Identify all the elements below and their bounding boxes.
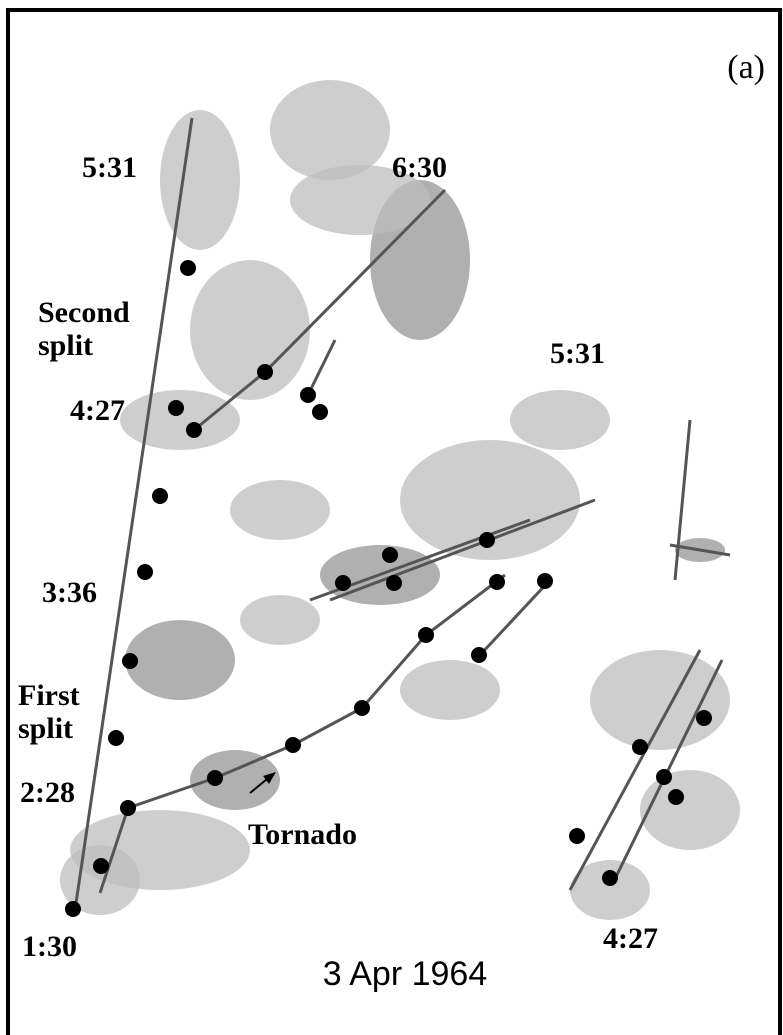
storm-position xyxy=(93,858,109,874)
echo xyxy=(120,390,240,450)
echo xyxy=(640,770,740,850)
echo xyxy=(400,440,580,560)
echo xyxy=(60,845,140,915)
time-label: 5:31 xyxy=(82,151,137,184)
storm-position xyxy=(137,564,153,580)
echo xyxy=(510,390,610,450)
track xyxy=(478,578,552,657)
caption: 3 Apr 1964 xyxy=(323,955,487,993)
track xyxy=(329,498,596,602)
echo xyxy=(160,110,240,250)
echo xyxy=(125,620,235,700)
event-label: First split xyxy=(18,679,80,745)
time-label: 4:27 xyxy=(603,922,658,955)
time-label: 4:27 xyxy=(70,394,125,427)
storm-position xyxy=(418,627,434,643)
storm-position xyxy=(479,532,495,548)
echo xyxy=(270,80,390,180)
track xyxy=(568,649,702,891)
echo xyxy=(570,860,650,920)
storm-position xyxy=(569,828,585,844)
track xyxy=(73,117,194,911)
storm-position xyxy=(122,653,138,669)
echo-areas xyxy=(60,80,740,920)
storm-position xyxy=(207,770,223,786)
echo xyxy=(240,595,320,645)
event-label: Second split xyxy=(38,296,130,362)
storm-position xyxy=(354,700,370,716)
storm-position xyxy=(257,364,273,380)
storm-position xyxy=(312,404,328,420)
storm-position xyxy=(537,573,553,589)
echo xyxy=(190,750,280,810)
storm-position xyxy=(696,710,712,726)
echo xyxy=(590,650,730,750)
storm-position xyxy=(382,547,398,563)
storm-position xyxy=(168,400,184,416)
track xyxy=(306,339,337,396)
echo xyxy=(400,660,500,720)
time-label: 5:31 xyxy=(550,337,605,370)
track xyxy=(669,543,731,557)
echo xyxy=(190,260,310,400)
storm-position xyxy=(152,488,168,504)
panel-label: (a) xyxy=(727,49,765,86)
storm-position xyxy=(285,737,301,753)
storm-position xyxy=(180,260,196,276)
echo xyxy=(290,165,430,235)
storm-position xyxy=(186,422,202,438)
track xyxy=(673,419,692,581)
storm-position xyxy=(335,575,351,591)
arrow-head xyxy=(263,772,276,784)
storm-position xyxy=(300,387,316,403)
storm-position xyxy=(386,575,402,591)
positions xyxy=(65,260,712,917)
time-label: 1:30 xyxy=(22,930,77,963)
storm-position xyxy=(632,739,648,755)
time-label: 3:36 xyxy=(42,576,97,609)
storm-position xyxy=(668,789,684,805)
storm-position xyxy=(471,647,487,663)
time-label: 2:28 xyxy=(20,776,75,809)
storm-position xyxy=(120,800,136,816)
storm-position xyxy=(602,870,618,886)
time-label: 6:30 xyxy=(392,151,447,184)
storm-position xyxy=(656,769,672,785)
storm-position xyxy=(108,730,124,746)
echo xyxy=(230,480,330,540)
storm-position xyxy=(65,901,81,917)
event-label: Tornado xyxy=(248,818,357,851)
storm-position xyxy=(489,574,505,590)
